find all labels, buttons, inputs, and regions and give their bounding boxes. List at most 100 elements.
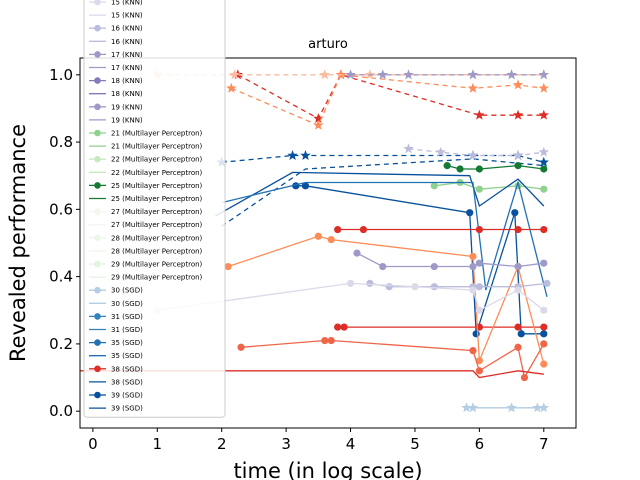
data-point xyxy=(514,162,522,170)
data-point xyxy=(512,109,524,120)
legend-swatch-marker xyxy=(94,77,101,84)
data-point xyxy=(467,69,479,80)
legend-label: 27 (Multilayer Perceptron) xyxy=(111,208,203,216)
legend-item: 39 (SGD) xyxy=(89,392,143,400)
data-point xyxy=(514,262,522,271)
data-point xyxy=(511,209,519,217)
series-12 xyxy=(334,225,548,234)
legend-swatch-marker xyxy=(94,260,101,268)
legend-label: 18 (KNN) xyxy=(111,77,143,85)
series-line xyxy=(240,339,545,380)
legend-label: 15 (KNN) xyxy=(111,12,143,20)
legend-label: 19 (KNN) xyxy=(111,116,143,124)
data-point xyxy=(512,79,524,90)
legend-item: 15 (KNN) xyxy=(89,0,143,7)
legend-item: 28 (Multilayer Perceptron) xyxy=(89,234,203,242)
legend-label: 27 (Multilayer Perceptron) xyxy=(111,221,203,229)
legend-label: 19 (KNN) xyxy=(111,103,143,111)
legend-item: 27 (Multilayer Perceptron) xyxy=(89,208,203,216)
legend-item: 19 (KNN) xyxy=(89,103,143,111)
legend-label: 17 (KNN) xyxy=(111,64,143,72)
data-point xyxy=(474,109,485,120)
series-line xyxy=(231,74,544,127)
x-tick-label: 6 xyxy=(475,435,485,453)
legend-label: 38 (SGD) xyxy=(111,365,143,373)
data-point xyxy=(538,146,549,157)
data-point xyxy=(475,357,483,365)
legend-label: 16 (KNN) xyxy=(111,25,143,33)
data-point xyxy=(469,252,477,261)
legend-label: 18 (KNN) xyxy=(111,90,143,98)
y-tick-label: 0.6 xyxy=(49,200,73,218)
series-line xyxy=(214,171,545,217)
legend-item: 31 (SGD) xyxy=(89,313,143,321)
legend-item: 28 (Multilayer Perceptron) xyxy=(89,247,203,255)
data-point xyxy=(538,109,549,120)
legend-swatch-marker xyxy=(94,51,101,58)
data-point xyxy=(475,225,483,234)
legend-item: 22 (Multilayer Perceptron) xyxy=(89,169,203,177)
series-6 xyxy=(403,143,549,160)
data-point xyxy=(314,232,322,240)
x-tick-label: 1 xyxy=(153,435,163,453)
data-point xyxy=(517,330,525,338)
data-point xyxy=(313,119,324,130)
legend-item: 25 (Multilayer Perceptron) xyxy=(89,195,203,203)
data-point xyxy=(229,69,240,80)
data-point xyxy=(334,225,342,234)
legend-label: 21 (Multilayer Perceptron) xyxy=(111,143,203,151)
data-point xyxy=(475,283,483,291)
legend-label: 30 (SGD) xyxy=(111,300,143,308)
series-4 xyxy=(216,150,549,167)
legend-item: 17 (KNN) xyxy=(89,51,143,59)
legend-item: 16 (KNN) xyxy=(89,25,143,33)
data-point xyxy=(430,262,438,271)
data-point xyxy=(469,262,477,271)
data-point xyxy=(538,82,549,93)
legend-label: 22 (Multilayer Perceptron) xyxy=(111,156,203,164)
data-point xyxy=(469,347,477,355)
data-point xyxy=(538,69,549,80)
data-point xyxy=(540,259,548,267)
legend-item: 18 (KNN) xyxy=(89,77,143,85)
data-point xyxy=(540,330,548,338)
data-point xyxy=(475,259,483,267)
legend-item: 21 (Multilayer Perceptron) xyxy=(89,130,203,138)
data-point xyxy=(540,323,548,331)
series-20 xyxy=(461,402,549,413)
legend-label: 25 (Multilayer Perceptron) xyxy=(111,182,203,190)
series-line xyxy=(80,370,544,379)
data-point xyxy=(506,402,517,413)
legend: 15 (KNN) 15 (KNN) 16 (KNN) 16 (KNN) 17 (KNN)… xyxy=(83,0,226,418)
legend-swatch-marker xyxy=(94,234,101,242)
data-point xyxy=(430,283,438,291)
series-8 xyxy=(430,178,548,193)
series-line xyxy=(295,185,544,335)
x-tick-label: 2 xyxy=(217,435,227,453)
legend-swatch-marker xyxy=(94,286,101,294)
series-line xyxy=(237,74,544,120)
data-point xyxy=(237,343,245,351)
data-point xyxy=(506,69,517,80)
data-point xyxy=(467,82,479,93)
legend-label: 21 (Multilayer Perceptron) xyxy=(111,130,203,138)
data-point xyxy=(540,306,548,314)
data-point xyxy=(340,323,348,331)
chart-title: arturo xyxy=(308,37,348,52)
data-point xyxy=(319,69,330,80)
legend-label: 25 (Multilayer Perceptron) xyxy=(111,195,203,203)
y-tick-label: 0.8 xyxy=(49,133,73,151)
data-point xyxy=(411,283,419,291)
data-point xyxy=(475,185,483,193)
series-9 xyxy=(292,182,548,338)
legend-swatch-marker xyxy=(94,339,101,346)
data-point xyxy=(514,323,522,331)
y-tick-label: 0.2 xyxy=(49,335,73,353)
data-point xyxy=(467,402,479,413)
legend-label: 35 (SGD) xyxy=(111,339,143,347)
legend-box xyxy=(83,0,226,418)
legend-swatch-marker xyxy=(94,313,101,320)
data-point xyxy=(321,336,329,345)
data-point xyxy=(224,262,232,271)
